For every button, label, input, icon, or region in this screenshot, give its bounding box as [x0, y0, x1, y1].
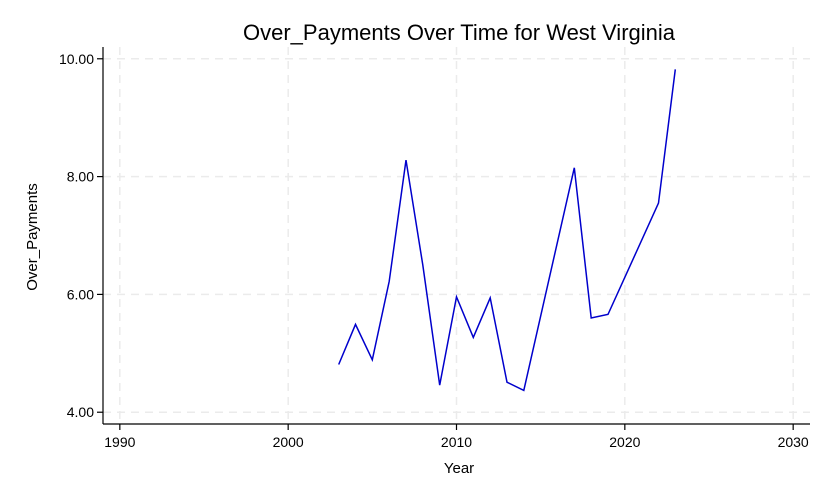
grid-lines	[103, 47, 810, 424]
y-tick-label: 8.00	[67, 169, 94, 185]
x-tick-label: 2010	[441, 434, 472, 450]
x-tick-label: 2000	[273, 434, 304, 450]
y-tick-label: 10.00	[59, 51, 94, 67]
tick-labels: 1990 2000 2010 2020 2030 4.00 6.00 8.00 10.00	[59, 51, 809, 450]
x-axis-label: Year	[444, 460, 474, 477]
series-line	[338, 69, 677, 392]
x-tick-label: 1990	[104, 434, 135, 450]
y-tick-label: 6.00	[67, 286, 94, 302]
y-tick-label: 4.00	[67, 404, 94, 420]
plot-series	[338, 69, 677, 392]
axes	[97, 47, 810, 430]
x-tick-label: 2030	[778, 434, 809, 450]
chart-title: Over_Payments Over Time for West Virgini…	[243, 20, 676, 45]
x-tick-label: 2020	[609, 434, 640, 450]
y-axis-label: Over_Payments	[24, 183, 41, 291]
